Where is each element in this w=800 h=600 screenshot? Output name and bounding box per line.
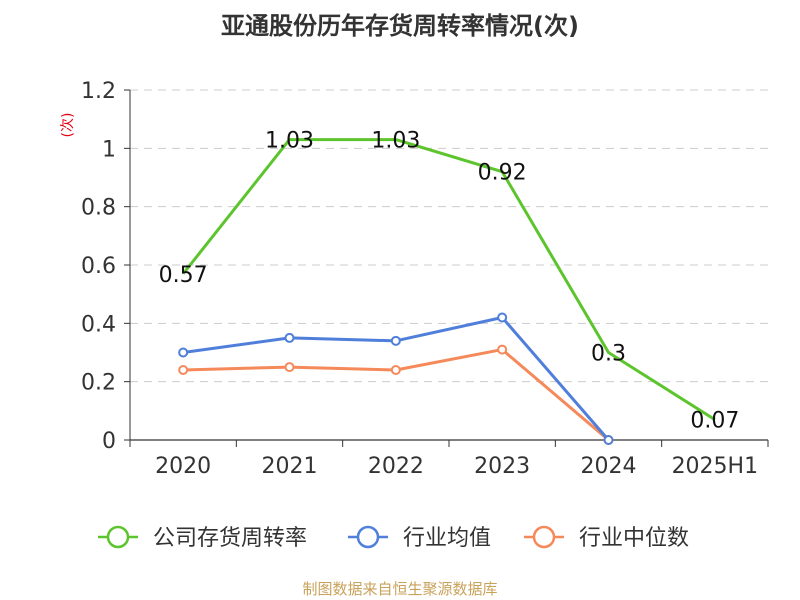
source-note: 制图数据来自恒生聚源数据库 <box>302 580 497 598</box>
y-tick-label: 0.8 <box>81 196 116 221</box>
legend-label: 公司存货周转率 <box>153 526 307 551</box>
legend-marker-icon <box>356 525 380 549</box>
data-label: 0.07 <box>690 409 739 434</box>
series-1 <box>178 312 614 445</box>
data-point <box>178 347 189 358</box>
legend-item-0[interactable]: 公司存货周转率 <box>98 525 307 551</box>
legend-marker-icon <box>106 525 130 549</box>
series-line <box>183 348 610 442</box>
y-tick-label: 0 <box>102 429 116 454</box>
x-tick-label: 2022 <box>368 454 424 479</box>
data-point <box>603 435 614 445</box>
x-tick-label: 2020 <box>155 454 211 479</box>
x-tick-label: 2024 <box>581 454 637 479</box>
x-tick-label: 2021 <box>262 454 318 479</box>
y-axis-label: (次) <box>60 113 76 138</box>
legend[interactable]: 公司存货周转率 行业均值 行业中位数 <box>98 525 689 551</box>
y-tick-label: 0.4 <box>81 312 116 337</box>
data-label: 1.03 <box>265 129 314 154</box>
axes: 0 0.2 0.4 0.6 0.8 1 1.2 2020 2021 2022 2023 2024 202… <box>81 79 769 479</box>
series-line <box>181 138 716 421</box>
y-tick-label: 1 <box>102 137 116 162</box>
y-tick-label: 0.6 <box>81 254 116 279</box>
data-point <box>497 312 508 323</box>
data-label: 0.3 <box>591 342 626 367</box>
legend-item-2[interactable]: 行业中位数 <box>524 525 689 551</box>
series-layer: 0.57 1.03 1.03 0.92 0.3 0.07 <box>159 129 740 445</box>
legend-label: 行业中位数 <box>579 526 689 551</box>
y-tick-label: 1.2 <box>81 79 116 104</box>
grid-lines <box>130 89 768 383</box>
series-2 <box>178 344 614 445</box>
data-point <box>284 362 295 373</box>
data-label: 0.92 <box>478 161 527 186</box>
data-point <box>390 335 401 346</box>
x-tick-label: 2025H1 <box>672 454 759 479</box>
data-point <box>497 344 508 355</box>
series-0: 0.57 1.03 1.03 0.92 0.3 0.07 <box>159 129 740 434</box>
data-point <box>284 332 295 343</box>
data-point <box>390 365 401 375</box>
data-point <box>178 365 189 375</box>
chart-title: 亚通股份历年存货周转率情况(次) <box>221 12 579 40</box>
legend-item-1[interactable]: 行业均值 <box>348 525 491 551</box>
x-tick-label: 2023 <box>474 454 530 479</box>
legend-label: 行业均值 <box>403 526 491 551</box>
data-label: 1.03 <box>371 129 420 154</box>
legend-marker-icon <box>532 525 556 549</box>
data-label: 0.57 <box>159 263 208 288</box>
y-tick-label: 0.2 <box>81 371 116 396</box>
